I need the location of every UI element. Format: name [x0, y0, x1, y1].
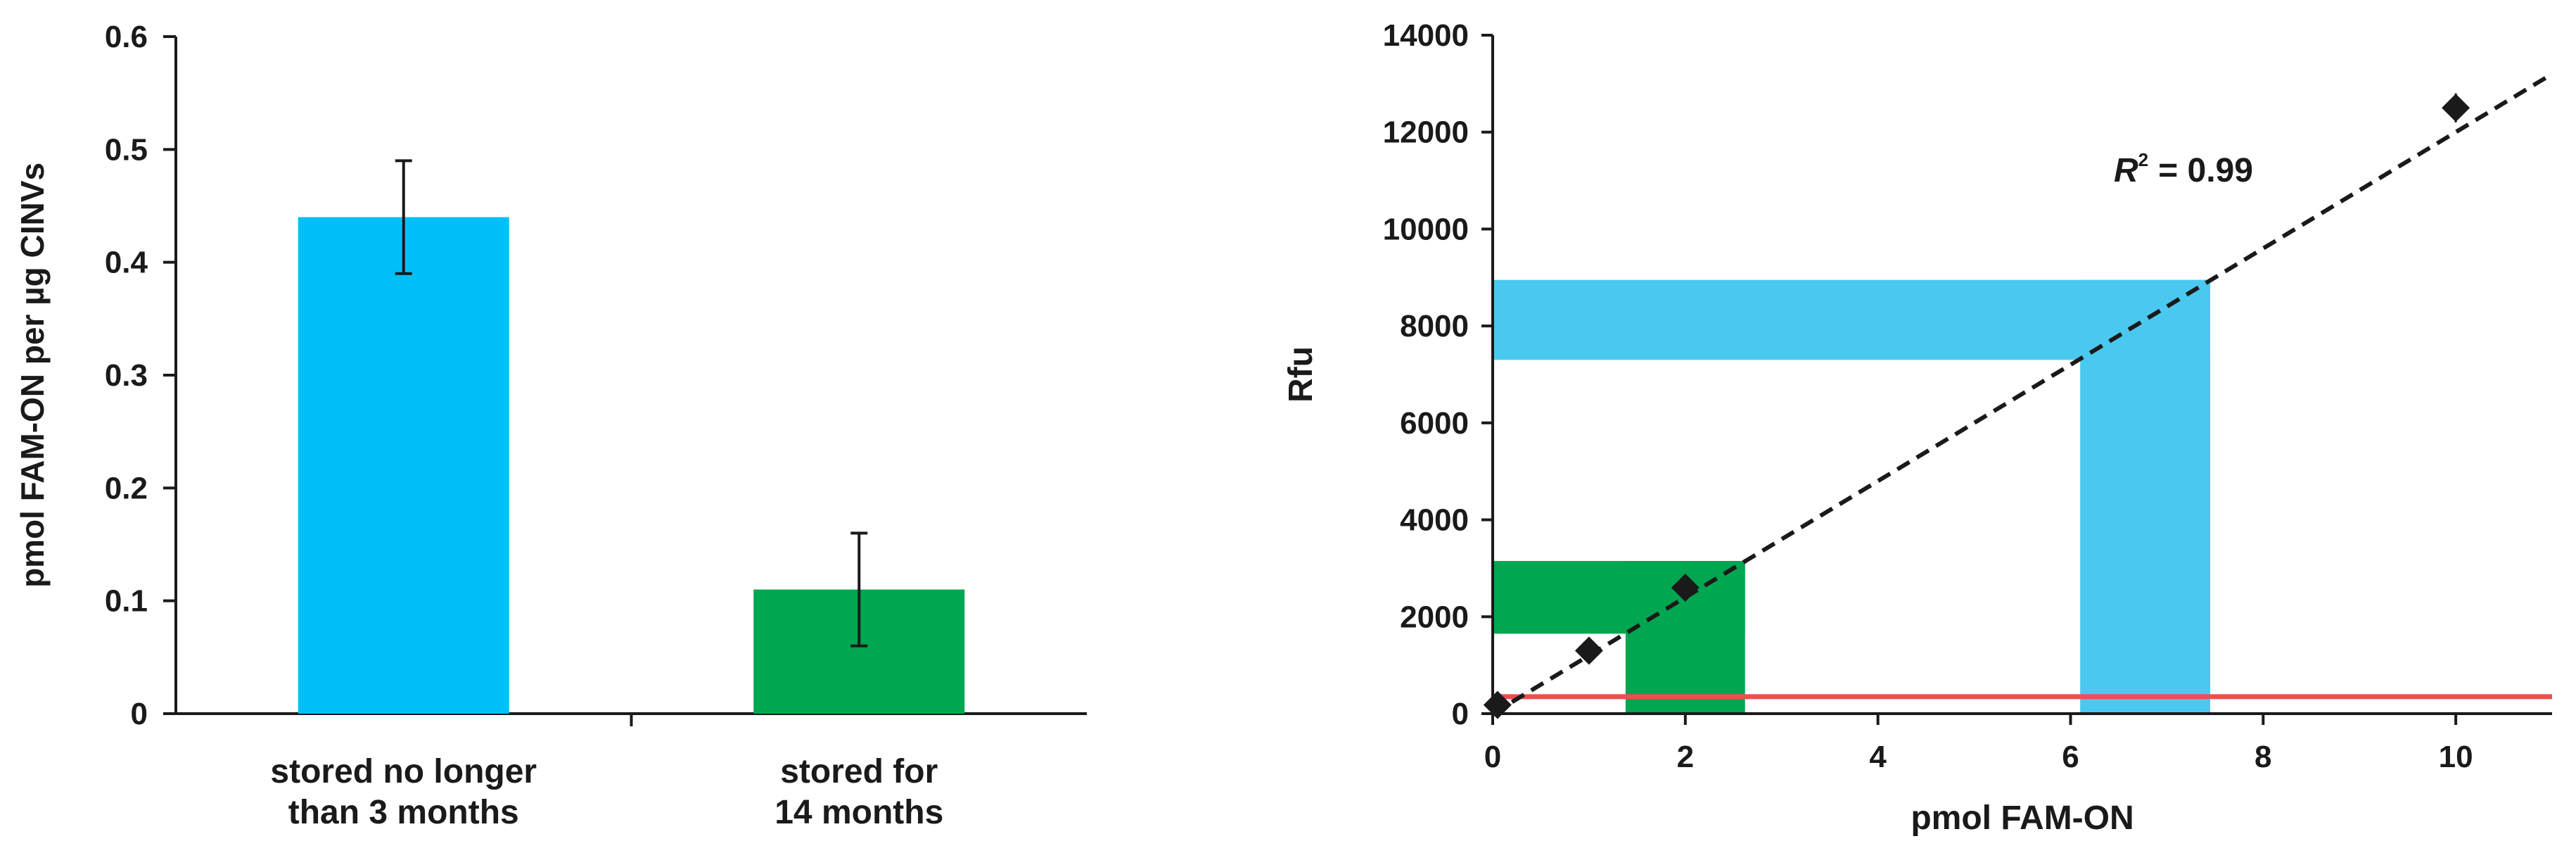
data-point: [1574, 636, 1603, 665]
x-tick-label: 6: [2062, 740, 2079, 774]
y-tick-label: 0.2: [105, 471, 148, 505]
y-tick-label: 0: [131, 697, 148, 731]
y-tick-label: 12000: [1383, 115, 1469, 150]
x-tick-label: 8: [2255, 740, 2271, 774]
scatter-chart: 0 2000 4000 6000 8000 10000 12000 14000 0 2 4 6 8 10 R…: [1282, 18, 2553, 837]
y-tick-label: 6000: [1400, 406, 1469, 441]
data-point: [1671, 573, 1700, 602]
x-tick-label: 10: [2439, 740, 2473, 774]
x-category-label: stored for: [780, 753, 938, 790]
x-tick-label: 2: [1677, 740, 1694, 774]
trendline: [1491, 72, 2553, 716]
y-tick-label: 8000: [1400, 309, 1469, 343]
r-symbol: R: [2114, 152, 2138, 189]
data-point: [1483, 690, 1512, 719]
y-tick-label: 0.5: [105, 132, 148, 167]
r-squared-exponent: 2: [2138, 149, 2148, 170]
data-point: [2442, 94, 2470, 122]
y-tick-label: 0.6: [105, 20, 148, 54]
x-category-label: than 3 months: [288, 794, 519, 831]
bar: [298, 217, 509, 714]
x-tick-label: 4: [1869, 740, 1887, 774]
y-axis-title: pmol FAM-ON per µg CINVs: [14, 163, 51, 588]
y-tick-label: 10000: [1383, 212, 1469, 246]
y-tick-label: 0.1: [105, 584, 148, 619]
x-axis-title: pmol FAM-ON: [1911, 800, 2134, 837]
r-squared-label: R2 = 0.99: [2114, 149, 2253, 189]
y-tick-label: 14000: [1383, 18, 1469, 53]
bar-chart: 0 0.1 0.2 0.3 0.4 0.5 0.6 stored no longer than …: [14, 20, 1087, 831]
y-tick-label: 0.3: [105, 358, 148, 393]
y-axis-title: Rfu: [1282, 346, 1320, 403]
x-category-label: stored no longer: [270, 753, 537, 790]
y-tick-label: 0: [1452, 697, 1469, 731]
x-tick-label: 0: [1484, 740, 1501, 774]
y-tick-label: 4000: [1400, 503, 1469, 538]
x-category-label: 14 months: [774, 794, 943, 831]
y-tick-label: 2000: [1400, 600, 1469, 634]
highlight-band: [2080, 279, 2210, 714]
r-squared-value: = 0.99: [2158, 152, 2253, 189]
y-tick-label: 0.4: [105, 246, 148, 280]
